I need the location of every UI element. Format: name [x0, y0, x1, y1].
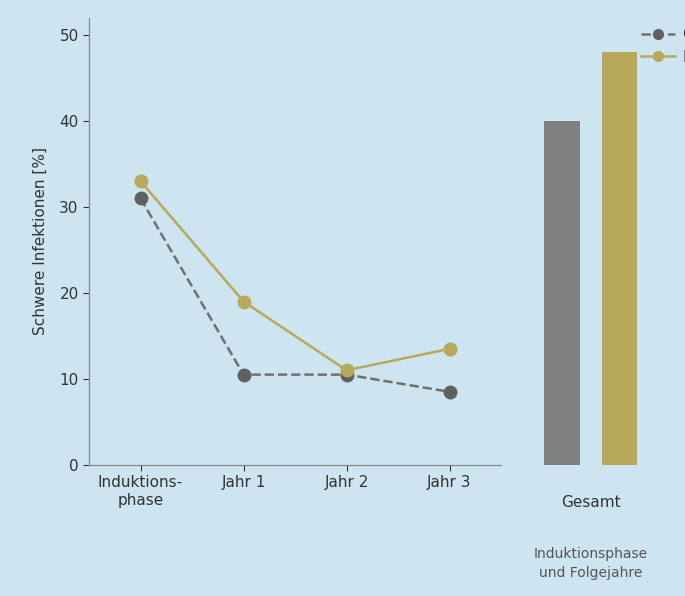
GPA [136, 195, 145, 202]
MPA [240, 298, 248, 305]
GPA [342, 371, 351, 378]
MPA [445, 345, 453, 352]
Bar [544, 121, 580, 465]
Text: Gesamt: Gesamt [561, 495, 621, 510]
Y-axis label: Schwere Infektionen [%]: Schwere Infektionen [%] [33, 147, 48, 336]
MPA [136, 178, 145, 185]
Bar [601, 52, 638, 465]
GPA [445, 388, 453, 395]
GPA [240, 371, 248, 378]
Line: GPA: GPA [134, 192, 456, 398]
Legend: GPA, MPA: GPA, MPA [635, 21, 685, 71]
MPA [342, 367, 351, 374]
Text: Induktionsphase
und Folgejahre: Induktionsphase und Folgejahre [534, 547, 648, 580]
Line: MPA: MPA [134, 175, 456, 377]
